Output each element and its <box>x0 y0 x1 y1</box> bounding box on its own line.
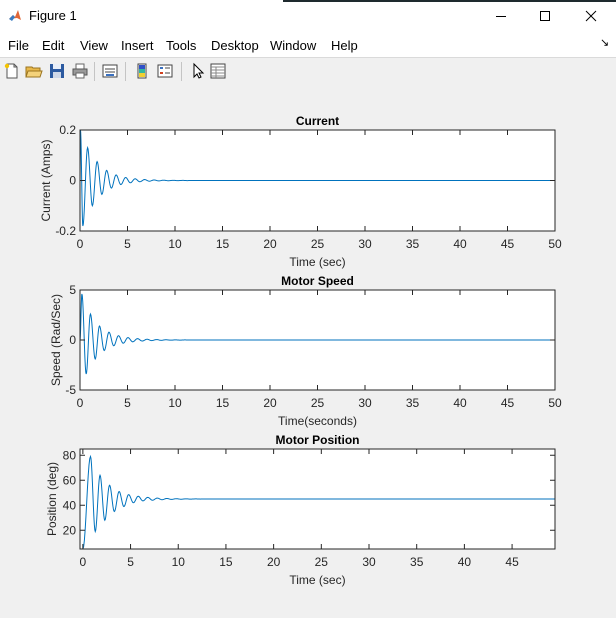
x-tick-label: 40 <box>453 237 467 251</box>
x-tick-label: 5 <box>124 237 131 251</box>
menu-bar: File Edit View Insert Tools Desktop Wind… <box>0 34 616 56</box>
x-tick-label: 20 <box>267 555 281 569</box>
minimize-icon <box>496 16 506 17</box>
new-figure-icon[interactable] <box>3 62 21 80</box>
x-tick-label: 35 <box>406 396 420 410</box>
y-tick-label: 0.2 <box>59 123 76 137</box>
print-icon[interactable] <box>71 62 89 80</box>
menu-window[interactable]: Window <box>270 38 317 53</box>
window-titlebar: Figure 1 <box>0 0 616 32</box>
y-tick-label: -5 <box>65 383 76 397</box>
x-tick-label: 50 <box>548 237 562 251</box>
x-axis-label: Time(seconds) <box>278 414 357 428</box>
x-tick-label: 45 <box>505 555 519 569</box>
x-tick-label: 25 <box>311 396 325 410</box>
x-tick-label: 0 <box>77 237 84 251</box>
minimize-button[interactable] <box>478 0 524 32</box>
x-tick-label: 45 <box>501 237 515 251</box>
axes-box <box>79 448 556 550</box>
x-tick-label: 10 <box>168 396 182 410</box>
background-window-strip <box>283 0 616 2</box>
y-axis-label: Speed (Rad/Sec) <box>49 294 63 386</box>
menu-insert[interactable]: Insert <box>121 38 154 53</box>
close-icon <box>585 10 597 22</box>
x-tick-label: 25 <box>311 237 325 251</box>
x-tick-label: 25 <box>315 555 329 569</box>
x-tick-label: 40 <box>453 396 467 410</box>
y-tick-label: -0.2 <box>55 224 76 238</box>
x-tick-label: 0 <box>77 396 84 410</box>
x-tick-label: 30 <box>358 396 372 410</box>
x-axis-label: Time (sec) <box>289 573 345 587</box>
x-tick-label: 10 <box>168 237 182 251</box>
open-file-icon[interactable] <box>25 62 43 80</box>
chart-title: Current <box>296 114 339 128</box>
x-tick-label: 15 <box>219 555 233 569</box>
toolbar-separator <box>94 62 95 81</box>
toolbar-separator <box>125 62 126 81</box>
x-tick-label: 15 <box>216 237 230 251</box>
toolbar-separator <box>181 62 182 81</box>
menu-tools[interactable]: Tools <box>166 38 197 53</box>
menu-view[interactable]: View <box>80 38 108 53</box>
insert-legend-icon[interactable] <box>156 62 174 80</box>
link-plot-icon[interactable] <box>101 62 119 80</box>
menu-help[interactable]: Help <box>331 38 358 53</box>
y-axis-label: Current (Amps) <box>39 139 53 221</box>
menu-edit[interactable]: Edit <box>42 38 65 53</box>
x-axis-label: Time (sec) <box>289 255 345 269</box>
menu-file[interactable]: File <box>8 38 29 53</box>
y-tick-label: 80 <box>63 448 77 462</box>
x-tick-label: 20 <box>263 396 277 410</box>
maximize-icon <box>540 11 550 21</box>
x-tick-label: 35 <box>410 555 424 569</box>
close-button[interactable] <box>568 0 614 32</box>
y-tick-label: 0 <box>69 174 76 188</box>
chart-title: Motor Speed <box>281 274 354 288</box>
edit-plot-pointer-icon[interactable] <box>188 62 206 80</box>
series-line <box>82 454 556 550</box>
property-inspector-icon[interactable] <box>209 62 227 80</box>
x-tick-label: 10 <box>172 555 186 569</box>
y-tick-label: 40 <box>63 498 77 512</box>
x-tick-label: 5 <box>124 396 131 410</box>
x-tick-label: 15 <box>216 396 230 410</box>
x-tick-label: 45 <box>501 396 515 410</box>
x-tick-label: 5 <box>127 555 134 569</box>
dock-arrow-icon[interactable]: ↘ <box>600 37 610 49</box>
x-tick-label: 50 <box>548 396 562 410</box>
y-tick-label: 60 <box>63 473 77 487</box>
menu-desktop[interactable]: Desktop <box>211 38 259 53</box>
maximize-button[interactable] <box>522 0 568 32</box>
chart-title: Motor Position <box>276 433 360 447</box>
x-tick-label: 30 <box>358 237 372 251</box>
x-tick-label: 0 <box>80 555 87 569</box>
series-line <box>79 293 556 375</box>
series-line <box>79 129 556 227</box>
window-title: Figure 1 <box>29 8 77 23</box>
x-tick-label: 35 <box>406 237 420 251</box>
x-tick-label: 30 <box>362 555 376 569</box>
x-tick-label: 40 <box>458 555 472 569</box>
y-tick-label: 20 <box>63 523 77 537</box>
insert-colorbar-icon[interactable] <box>133 62 151 80</box>
y-tick-label: 5 <box>69 283 76 297</box>
y-axis-label: Position (deg) <box>45 462 59 536</box>
y-tick-label: 0 <box>69 333 76 347</box>
x-tick-label: 20 <box>263 237 277 251</box>
matlab-logo-icon <box>9 10 21 21</box>
save-icon[interactable] <box>48 62 66 80</box>
